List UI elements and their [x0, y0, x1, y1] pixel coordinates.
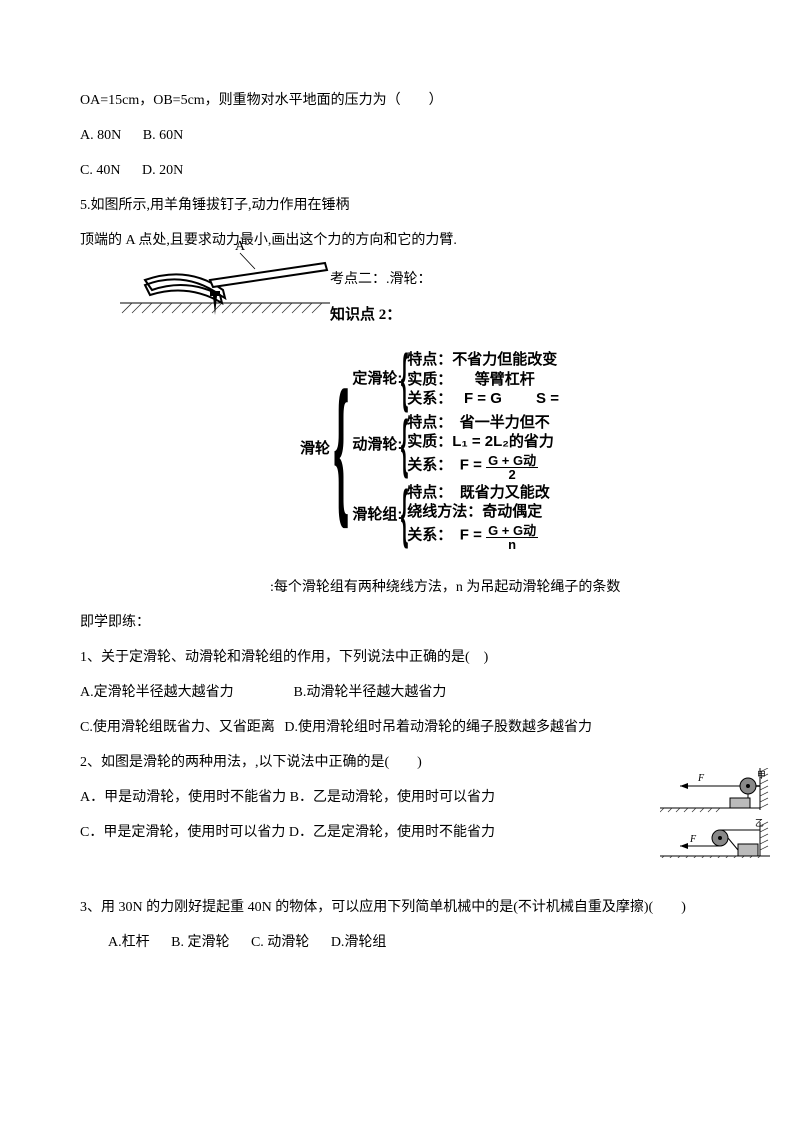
- p-q1-row2: C.使用滑轮组既省力、又省距离 D.使用滑轮组时吊着动滑轮的绳子股数越多越省力: [80, 717, 720, 738]
- move-l1: 特点： 省一半力但不: [407, 413, 554, 433]
- p-q1-row1: A.定滑轮半径越大越省力 B.动滑轮半径越大越省力: [80, 682, 720, 703]
- move-pulley-label: 动滑轮:: [352, 434, 402, 457]
- p-q1-d: D.使用滑轮组时吊着动滑轮的绳子股数越多越省力: [284, 720, 592, 735]
- svg-text:F: F: [697, 773, 705, 784]
- q5-line1: 5.如图所示,用羊角锤拔钉子,动力作用在锤柄: [80, 195, 720, 216]
- kp2-zsd-label: 知识点 2：: [330, 304, 720, 327]
- p-q3-c: C. 动滑轮: [251, 935, 309, 950]
- p-q2-c: C．甲是定滑轮，使用时可以省力: [80, 825, 285, 840]
- p-q1-a: A.定滑轮半径越大越省力: [80, 682, 290, 703]
- q4-stem: OA=15cm，OB=5cm，则重物对水平地面的压力为（ ）: [80, 90, 720, 111]
- q4-opt-d: D. 20N: [142, 163, 183, 178]
- brace-icon: {: [334, 400, 349, 490]
- group-frac-den: n: [506, 538, 518, 551]
- brace-icon: {: [401, 494, 408, 532]
- q4-opt-b: B. 60N: [143, 128, 183, 143]
- kp2-title: 考点二：.滑轮：: [330, 269, 720, 290]
- p-q2-stem: 2、如图是滑轮的两种用法，,以下说法中正确的是( ): [80, 752, 720, 773]
- move-frac-num: G + G动: [486, 454, 538, 468]
- fixed-l1: 特点：不省力但能改变: [407, 350, 559, 370]
- group-l2: 绕线方法：奇动偶定: [407, 502, 550, 522]
- move-l3-prefix: 关系： F =: [407, 456, 482, 473]
- p-q2-a: A．甲是动滑轮，使用时不能省力: [80, 790, 286, 805]
- move-frac-den: 2: [506, 468, 517, 481]
- group-frac-num: G + G动: [486, 524, 538, 538]
- group-l1: 特点： 既省力又能改: [407, 483, 550, 503]
- pulley-usage-figure: F 甲 F 乙: [660, 768, 770, 858]
- q4-opt-a: A. 80N: [80, 128, 121, 143]
- p-q2-b: B．乙是动滑轮，使用时可以省力: [290, 790, 495, 805]
- brace-icon: {: [401, 424, 408, 462]
- q4-opt-c: C. 40N: [80, 163, 120, 178]
- p-q2-row2: C．甲是定滑轮，使用时可以省力 D．乙是定滑轮，使用时不能省力: [80, 822, 720, 843]
- p-q3-d: D.滑轮组: [331, 935, 387, 950]
- p-q2-row1: A．甲是动滑轮，使用时不能省力 B．乙是动滑轮，使用时可以省力: [80, 787, 720, 808]
- p-q3-stem: 3、用 30N 的力刚好提起重 40N 的物体，可以应用下列简单机械中的是(不计…: [80, 897, 720, 918]
- group-pulley-label: 滑轮组:: [352, 504, 402, 527]
- q4-options-row1: A. 80N B. 60N: [80, 125, 720, 146]
- group-l3: 关系： F = G + G动n: [407, 522, 550, 549]
- p-q3-a: A.杠杆: [108, 935, 150, 950]
- svg-text:甲: 甲: [757, 770, 766, 780]
- fixed-pulley-label: 定滑轮:: [352, 368, 402, 391]
- practice-head: 即学即练：: [80, 612, 720, 633]
- q4-options-row2: C. 40N D. 20N: [80, 160, 720, 181]
- p-q3-opts: A.杠杆 B. 定滑轮 C. 动滑轮 D.滑轮组: [80, 932, 720, 953]
- claw-hammer-figure: A: [110, 235, 340, 332]
- p-q1-stem: 1、关于定滑轮、动滑轮和滑轮组的作用，下列说法中正确的是( ): [80, 647, 720, 668]
- tree-root: 滑轮: [300, 438, 330, 461]
- move-l2: 实质：L₁ = 2L₂的省力: [407, 432, 554, 452]
- svg-text:F: F: [689, 834, 697, 845]
- group-l3-prefix: 关系： F =: [407, 526, 482, 543]
- p-q1-b: B.动滑轮半径越大越省力: [294, 685, 447, 700]
- brace-icon: {: [401, 358, 408, 396]
- p-q3-b: B. 定滑轮: [171, 935, 229, 950]
- fixed-l3: 关系： F = G S =: [407, 389, 559, 409]
- svg-text:A: A: [235, 239, 246, 254]
- pulley-tree: 滑轮 { 定滑轮: { 特点：不省力但能改变 实质： 等臂杠杆 关系： F = …: [70, 348, 720, 551]
- p-q1-c: C.使用滑轮组既省力、又省距离: [80, 717, 275, 738]
- kp2-note: :每个滑轮组有两种绕线方法，n 为吊起动滑轮绳子的条数: [270, 577, 720, 598]
- p-q2-d: D．乙是定滑轮，使用时不能省力: [289, 825, 495, 840]
- fixed-l2: 实质： 等臂杠杆: [407, 370, 559, 390]
- move-l3: 关系： F = G + G动2: [407, 452, 554, 479]
